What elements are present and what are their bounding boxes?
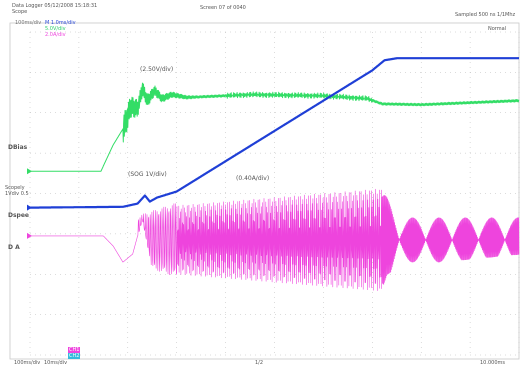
- plot-border: [9, 22, 520, 360]
- channel-marker-2: [27, 232, 32, 239]
- footer-time: 10.000ms: [480, 360, 505, 366]
- status-badge: Normal: [488, 26, 507, 32]
- annotation-green: (2.50V/div): [140, 66, 174, 73]
- footer-zoom: 10ms/div: [44, 360, 68, 366]
- annotation-blue: (SOG 1V/div): [128, 171, 167, 178]
- footer-chip-1: CH1: [68, 347, 81, 353]
- header-subtitle: Scope: [12, 9, 28, 15]
- header-timebase: 100ms/div: [15, 20, 42, 26]
- header-title: Data Logger 05/12/2008 15:18:31: [12, 3, 98, 9]
- legend-magenta: 2.0A/div: [45, 32, 66, 38]
- series-layer: [29, 57, 520, 291]
- legend-cyan: 5.0V/div: [45, 26, 66, 32]
- footer-page: 1/2: [255, 360, 264, 366]
- series-line-1: [29, 57, 520, 209]
- channel-markers: [27, 168, 32, 239]
- channel-label-green: DBias: [8, 144, 28, 151]
- mid-label-1: Scopely: [5, 185, 25, 191]
- header-sample: Sampled 500 ns 1/1Mhz: [455, 12, 516, 18]
- channel-marker-1: [27, 204, 32, 211]
- annotation-magenta: (0.40A/div): [236, 175, 270, 182]
- header-screen: Screen 07 of 0040: [200, 5, 246, 11]
- channel-marker-0: [27, 168, 32, 175]
- mid-label-2: 1Vdiv 0.5: [5, 191, 29, 197]
- header-zoom: M 1.0ms/div: [45, 20, 76, 26]
- channel-label-blue: Dspee: [8, 212, 29, 219]
- footer-timebase: 100ms/div: [14, 360, 41, 366]
- series-line-2: [30, 188, 520, 291]
- series-line-0: [29, 82, 520, 172]
- channel-label-magenta: D A: [8, 244, 20, 251]
- footer-chip-2: CH2: [68, 353, 81, 359]
